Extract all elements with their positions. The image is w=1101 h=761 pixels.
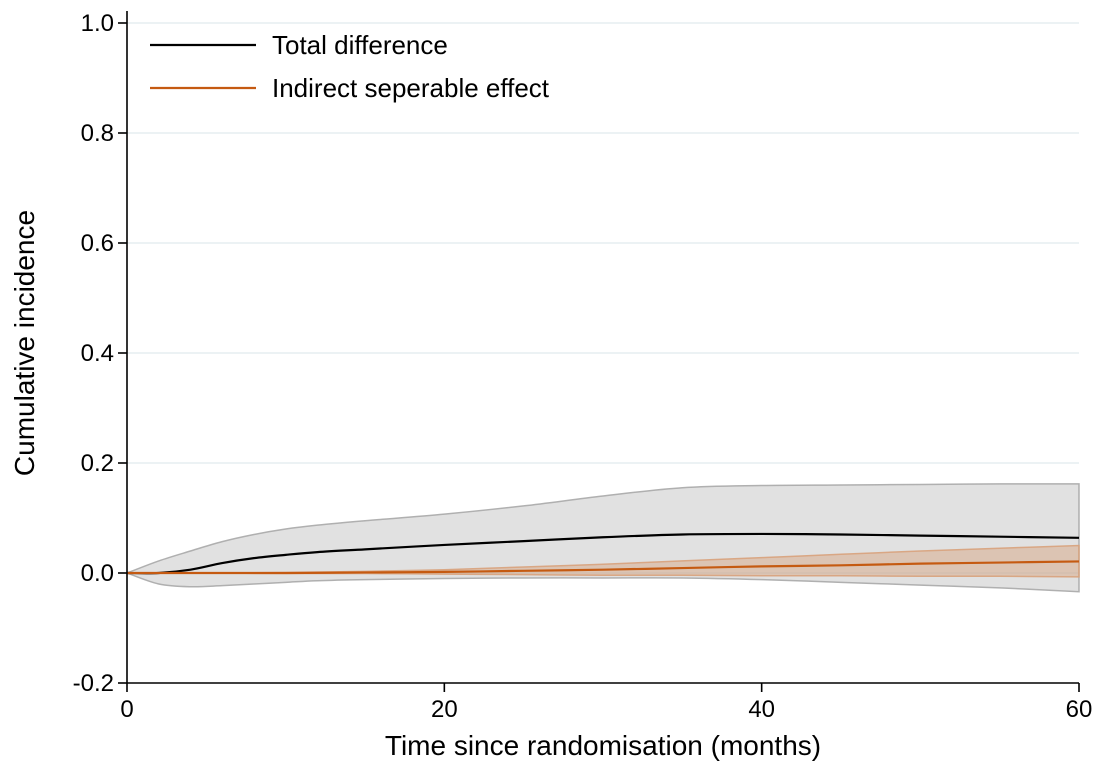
- x-axis-title: Time since randomisation (months): [385, 730, 821, 761]
- x-tick-label: 20: [431, 696, 458, 723]
- y-tick-label: 0.2: [81, 450, 114, 477]
- y-tick-label: -0.2: [73, 670, 114, 697]
- x-tick-label: 0: [120, 696, 133, 723]
- x-tick-label: 40: [748, 696, 775, 723]
- series-line-1: [126, 560, 1080, 575]
- y-axis-title: Cumulative incidence: [9, 210, 40, 476]
- confidence-band-1: [126, 544, 1080, 578]
- legend-label: Indirect seperable effect: [272, 73, 550, 103]
- grid: [127, 22, 1079, 574]
- series-lines: [126, 532, 1080, 575]
- ticks: -0.2 0.0 0.2 0.4 0.6 0.8 1.0 0 20 40 60: [73, 10, 1093, 723]
- y-tick-label: 0.6: [81, 230, 114, 257]
- legend-label: Total difference: [272, 30, 448, 60]
- legend: Total difference Indirect seperable effec…: [150, 30, 550, 103]
- y-tick-label: 0.4: [81, 340, 114, 367]
- y-tick-label: 1.0: [81, 10, 114, 37]
- series-line-0: [126, 532, 1080, 575]
- x-tick-label: 60: [1066, 696, 1093, 723]
- axes: [126, 11, 1079, 684]
- y-tick-label: 0.0: [81, 560, 114, 587]
- y-tick-label: 0.8: [81, 120, 114, 147]
